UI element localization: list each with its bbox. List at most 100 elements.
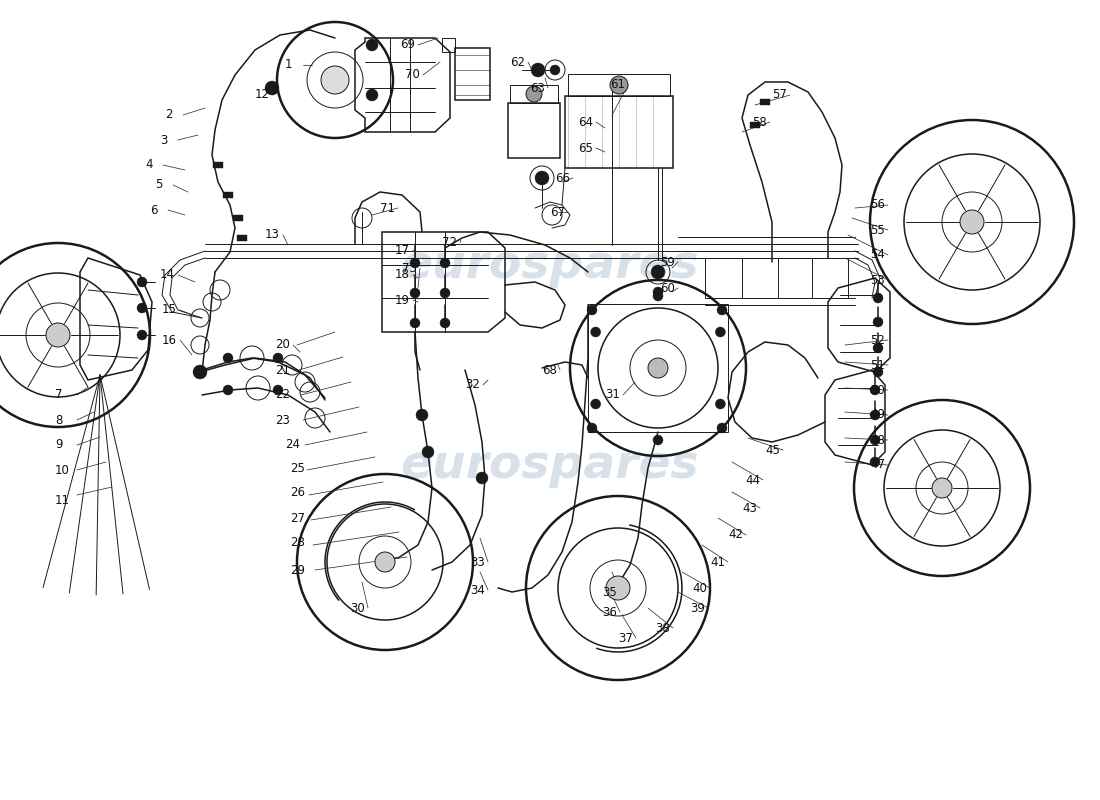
Text: 53: 53	[870, 274, 884, 286]
Text: 20: 20	[275, 338, 290, 351]
Text: 72: 72	[442, 235, 456, 249]
Bar	[568, 74, 670, 96]
Circle shape	[138, 330, 147, 340]
Circle shape	[591, 327, 601, 337]
Bar	[750, 122, 760, 128]
Bar	[588, 304, 728, 432]
Bar	[223, 192, 233, 198]
Circle shape	[535, 171, 549, 185]
Text: 18: 18	[395, 269, 410, 282]
Text: 26: 26	[290, 486, 305, 498]
Text: 37: 37	[618, 631, 632, 645]
Text: 39: 39	[690, 602, 705, 614]
Bar	[510, 85, 558, 103]
Text: 35: 35	[602, 586, 617, 598]
Circle shape	[410, 318, 420, 328]
Text: 56: 56	[870, 198, 884, 211]
Text: 3: 3	[160, 134, 167, 146]
Text: 68: 68	[542, 363, 557, 377]
Bar	[565, 96, 673, 168]
Text: 47: 47	[870, 458, 886, 471]
Text: 36: 36	[602, 606, 617, 618]
Text: 28: 28	[290, 535, 305, 549]
Circle shape	[653, 435, 663, 445]
Text: 40: 40	[692, 582, 707, 594]
Circle shape	[873, 343, 883, 353]
Text: 38: 38	[654, 622, 670, 634]
Circle shape	[550, 65, 560, 75]
Text: 27: 27	[290, 511, 305, 525]
Text: 33: 33	[470, 555, 485, 569]
Text: 8: 8	[55, 414, 63, 426]
Circle shape	[870, 410, 880, 420]
Text: 32: 32	[465, 378, 480, 391]
Text: 55: 55	[870, 223, 884, 237]
Circle shape	[715, 399, 725, 409]
Text: 63: 63	[530, 82, 544, 94]
Circle shape	[960, 210, 984, 234]
Text: 29: 29	[290, 563, 305, 577]
Circle shape	[587, 305, 597, 315]
Text: 65: 65	[578, 142, 593, 154]
Text: 9: 9	[55, 438, 63, 451]
Text: 54: 54	[870, 249, 884, 262]
Text: 17: 17	[395, 243, 410, 257]
Text: 23: 23	[275, 414, 290, 426]
Circle shape	[873, 367, 883, 377]
Circle shape	[587, 423, 597, 433]
Text: 43: 43	[742, 502, 757, 514]
Circle shape	[606, 576, 630, 600]
Text: 69: 69	[400, 38, 415, 51]
Circle shape	[873, 293, 883, 303]
Circle shape	[526, 86, 542, 102]
Text: 49: 49	[870, 409, 886, 422]
Circle shape	[192, 365, 207, 379]
Text: 44: 44	[745, 474, 760, 486]
Circle shape	[366, 39, 378, 51]
Circle shape	[138, 303, 147, 313]
Text: 73: 73	[402, 262, 417, 274]
Text: eurospares: eurospares	[400, 442, 700, 487]
Circle shape	[366, 89, 378, 101]
Circle shape	[870, 435, 880, 445]
Circle shape	[648, 358, 668, 378]
Text: 11: 11	[55, 494, 70, 506]
Circle shape	[410, 288, 420, 298]
Text: 22: 22	[275, 389, 290, 402]
Circle shape	[138, 277, 147, 287]
Circle shape	[873, 317, 883, 327]
Text: 64: 64	[578, 115, 593, 129]
Text: 59: 59	[660, 255, 675, 269]
Bar	[233, 215, 243, 221]
Circle shape	[870, 385, 880, 395]
Text: eurospares: eurospares	[400, 242, 700, 287]
Circle shape	[223, 385, 233, 395]
Text: 61: 61	[610, 78, 625, 91]
Text: 15: 15	[162, 303, 177, 317]
Text: 16: 16	[162, 334, 177, 346]
Bar	[213, 162, 223, 168]
Text: 58: 58	[752, 115, 767, 129]
Text: 42: 42	[728, 529, 743, 542]
Circle shape	[273, 353, 283, 363]
Circle shape	[440, 258, 450, 268]
Bar	[760, 99, 770, 105]
Circle shape	[46, 323, 70, 347]
Circle shape	[591, 399, 601, 409]
Text: 51: 51	[870, 358, 884, 371]
Circle shape	[932, 478, 952, 498]
Bar	[508, 103, 560, 158]
Circle shape	[717, 305, 727, 315]
Text: 19: 19	[395, 294, 410, 306]
Text: 25: 25	[290, 462, 305, 474]
Text: 4: 4	[145, 158, 153, 171]
Text: 41: 41	[710, 555, 725, 569]
Text: 1: 1	[285, 58, 293, 71]
Text: 24: 24	[285, 438, 300, 451]
Text: 2: 2	[165, 109, 173, 122]
Circle shape	[610, 76, 628, 94]
Text: 6: 6	[150, 203, 157, 217]
Text: 48: 48	[870, 434, 884, 446]
Text: 70: 70	[405, 69, 420, 82]
Text: 50: 50	[870, 383, 884, 397]
